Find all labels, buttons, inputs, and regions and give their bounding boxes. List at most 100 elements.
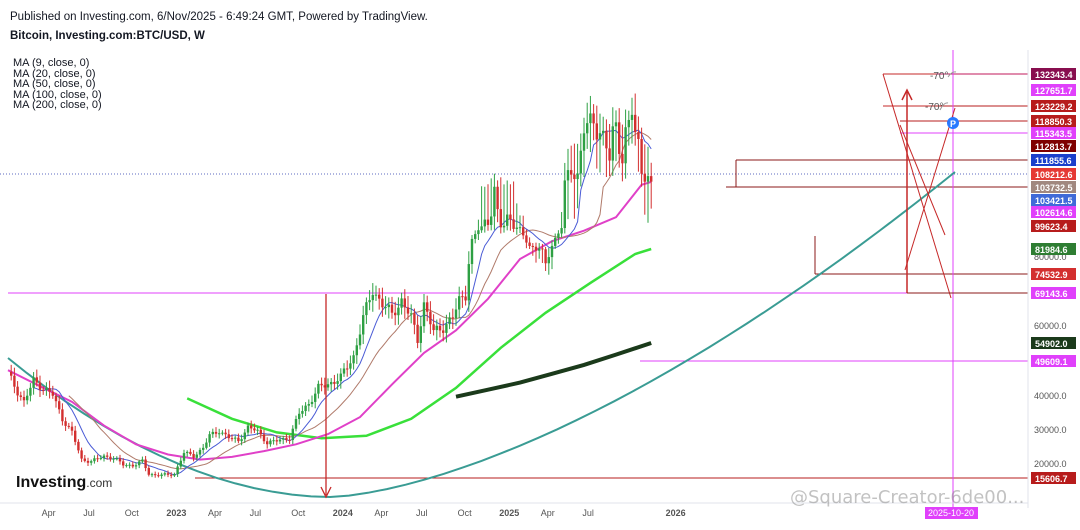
x-tick-label: 2026	[666, 508, 686, 518]
candle-body	[272, 440, 275, 442]
candle-body	[298, 413, 301, 420]
candle-body	[592, 113, 595, 124]
candle-body	[630, 114, 634, 120]
candle-body	[474, 234, 477, 239]
candle-body	[26, 395, 29, 401]
arrow-up-head	[901, 88, 913, 101]
angle-annotation-2: -70°	[925, 102, 943, 113]
candle-body	[115, 458, 118, 460]
candle-body	[595, 123, 598, 140]
legend-ma-100[interactable]: MA (100, close, 0)	[13, 88, 102, 101]
legend-ma-50[interactable]: MA (50, close, 0)	[13, 78, 96, 90]
candle-body	[557, 233, 560, 238]
candle-body	[365, 302, 368, 316]
candle-body	[435, 325, 438, 331]
candle-body	[410, 313, 413, 315]
candle-body	[445, 324, 448, 333]
price-label: 102614.6	[1035, 208, 1073, 218]
candle-body	[323, 385, 326, 388]
candle-body	[118, 458, 122, 462]
candle-body	[13, 375, 16, 387]
candle-body	[330, 381, 333, 385]
candle-body	[304, 405, 307, 412]
candle-body	[125, 465, 128, 467]
candle-body	[67, 425, 70, 427]
date-tick-box	[925, 507, 978, 519]
candle-body	[96, 458, 99, 460]
legend-ma-9[interactable]: MA (9, close, 0)	[13, 57, 90, 69]
candle-body	[515, 227, 518, 229]
candle-body	[32, 377, 35, 388]
price-label: 81984.6	[1035, 245, 1068, 255]
price-label: 112813.7	[1035, 142, 1072, 152]
candle-body	[208, 434, 211, 443]
indicator-legend: MA (9, close, 0) MA (20, close, 0) MA (5…	[13, 58, 102, 111]
candle-body	[403, 298, 406, 308]
candle-body	[192, 453, 195, 458]
price-label-box	[1031, 194, 1076, 206]
candle-body	[163, 473, 166, 475]
candle-body	[179, 460, 182, 467]
candle-body	[480, 226, 483, 231]
candle-body	[10, 371, 13, 376]
candle-body	[173, 474, 176, 476]
candle-body	[486, 219, 490, 225]
candle-body	[61, 409, 64, 422]
price-label-box	[1031, 337, 1076, 349]
ma-200-line	[455, 341, 652, 399]
candle-body	[602, 130, 605, 134]
candle-body	[390, 304, 394, 313]
candle-body	[301, 411, 304, 414]
x-tick-label: Jul	[582, 508, 594, 518]
candle-body	[608, 148, 611, 161]
candle-body	[317, 383, 320, 394]
candle-body	[176, 466, 179, 475]
x-tick-label: Oct	[125, 508, 140, 518]
candle-body	[234, 437, 237, 439]
price-label-box	[1031, 127, 1076, 139]
candle-body	[419, 326, 422, 343]
candle-body	[186, 451, 189, 454]
fan-line-b	[899, 124, 946, 236]
ma-9-line	[33, 129, 652, 476]
price-label: 115343.5	[1035, 129, 1072, 139]
candle-body	[422, 302, 426, 327]
candle-body	[112, 458, 115, 460]
price-label: 108212.6	[1035, 170, 1073, 180]
price-label: 127651.7	[1035, 86, 1073, 96]
candle-body	[144, 459, 147, 469]
candle-body	[387, 304, 390, 308]
candle-body	[51, 391, 54, 396]
candle-body	[246, 425, 250, 433]
candle-body	[605, 130, 608, 149]
candle-body	[86, 460, 90, 463]
price-label: 103421.5	[1035, 196, 1073, 206]
candle-body	[525, 235, 528, 243]
published-line: Published on Investing.com, 6/Nov/2025 -…	[10, 11, 428, 23]
candle-body	[160, 474, 163, 477]
candle-body	[240, 439, 243, 442]
candle-body	[147, 468, 150, 475]
brand-name: Investing	[16, 474, 87, 491]
p-marker	[947, 117, 959, 129]
candle-body	[554, 237, 557, 246]
legend-ma-200[interactable]: MA (200, close, 0)	[13, 99, 102, 111]
candle-body	[150, 474, 154, 476]
candle-body	[157, 475, 160, 477]
candle-body	[634, 114, 637, 133]
candle-body	[570, 170, 573, 175]
candle-body	[349, 363, 352, 369]
price-label-box	[1031, 68, 1076, 80]
candle-body	[106, 455, 109, 457]
candle-body	[285, 438, 288, 440]
angle-arc-mid	[939, 102, 949, 111]
candle-body	[166, 473, 170, 475]
candle-body	[54, 395, 58, 402]
candle-body	[346, 368, 349, 370]
candle-body	[198, 449, 202, 455]
candle-body	[400, 298, 403, 308]
legend-ma-20[interactable]: MA (20, close, 0)	[13, 67, 96, 80]
candle-body	[381, 298, 384, 308]
candle-body	[442, 330, 445, 333]
